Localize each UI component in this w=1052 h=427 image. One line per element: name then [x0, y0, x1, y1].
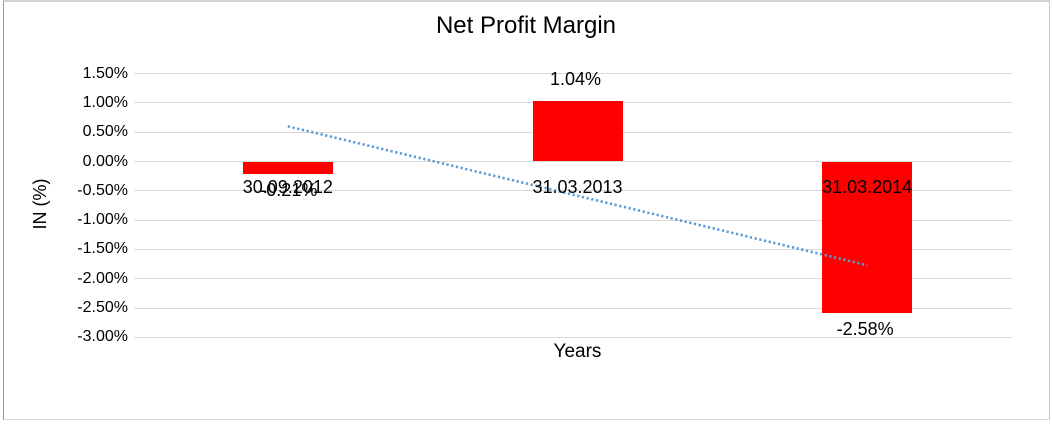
gridline [134, 336, 1012, 338]
chart-title: Net Profit Margin [435, 12, 617, 39]
x-category-label: 30.09.2012 [242, 177, 333, 197]
y-tick-label: 0.50% [82, 123, 128, 141]
y-tick-label: -2.50% [77, 299, 128, 316]
x-axis-title: Years [553, 341, 602, 362]
gridline [134, 307, 1012, 309]
y-axis-title: IN (%) [30, 178, 50, 230]
y-tick-label: -0.50% [77, 181, 128, 199]
bar-data-label: -2.58% [836, 318, 894, 339]
y-tick-label: -3.00% [77, 328, 128, 346]
bar-30.09.2012 [242, 161, 333, 174]
y-tick-label: 1.50% [82, 64, 128, 82]
bar-data-label: -0.21% [260, 179, 318, 200]
bar-31.03.2013 [532, 100, 623, 162]
gridline [134, 278, 1012, 280]
x-category-label: 31.03.2014 [822, 177, 913, 197]
y-tick-label: 1.00% [82, 93, 128, 111]
y-tick-label: 0.00% [82, 152, 128, 170]
y-tick-label: -2.00% [77, 269, 128, 287]
gridline [134, 73, 1012, 75]
bar-data-label: 1.04% [549, 68, 602, 89]
y-tick-label: -1.50% [77, 240, 128, 258]
y-tick-label: -1.00% [77, 211, 128, 229]
x-category-label: 31.03.2013 [532, 177, 623, 197]
